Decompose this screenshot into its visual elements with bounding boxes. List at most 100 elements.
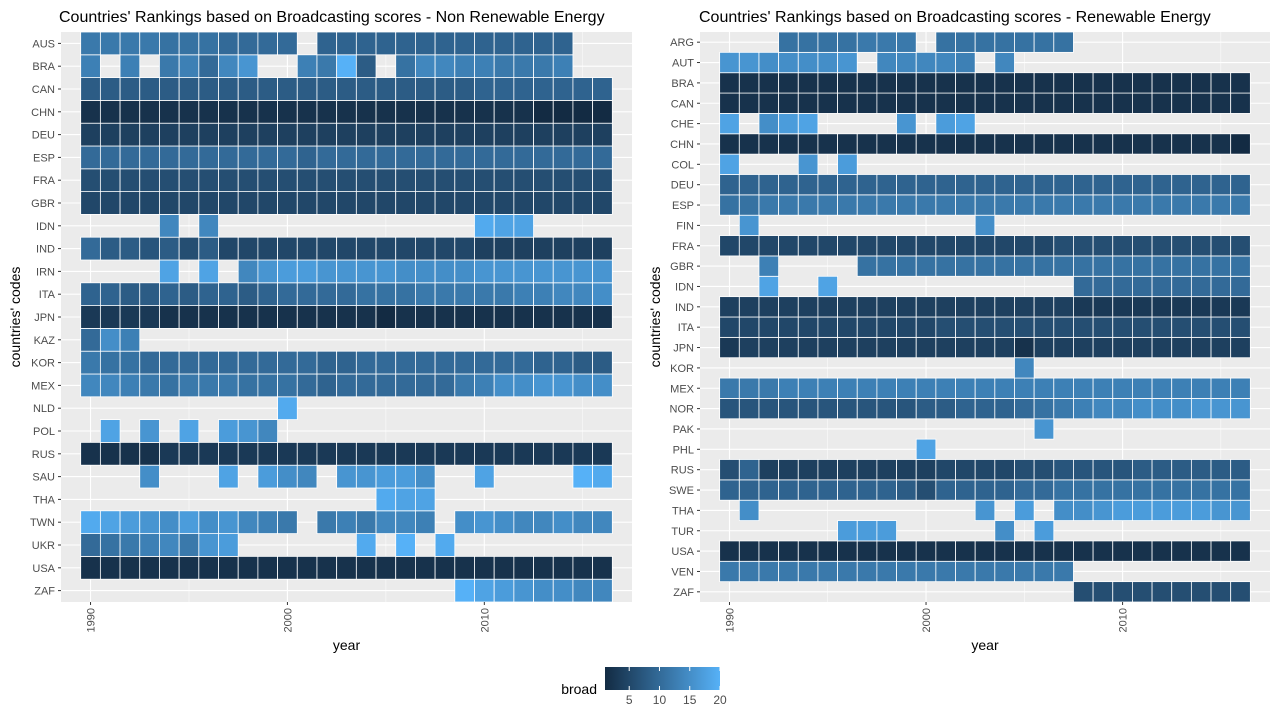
tile-jpn-1998 (876, 336, 897, 359)
tile-ind-1999 (896, 296, 917, 318)
tile-fra-1991 (738, 235, 760, 257)
tile-twn-2014 (552, 510, 574, 534)
tile-fra-2009 (454, 168, 475, 193)
tile-ita-1996 (198, 282, 219, 306)
tile-rus-1992 (758, 459, 780, 481)
tile-idn-2011 (1132, 275, 1153, 298)
tile-bra-2014 (552, 54, 574, 78)
tile-ita-1992 (119, 282, 141, 306)
tile-esp-1991 (738, 194, 760, 216)
tile-usa-2001 (296, 556, 318, 580)
tile-aus-2014 (552, 31, 574, 56)
tile-bra-2006 (1033, 72, 1055, 94)
tile-zaf-2016 (592, 578, 613, 603)
tile-nor-1991 (738, 398, 760, 420)
tile-deu-2000 (915, 174, 937, 196)
tile-chn-1993 (139, 100, 160, 124)
tile-chn-2006 (395, 100, 416, 124)
tile-ita-2008 (434, 282, 456, 306)
tile-swe-1997 (856, 479, 878, 501)
tile-deu-2008 (434, 122, 456, 147)
y-tick-label-ukr: UKR (32, 540, 55, 552)
tile-jpn-2002 (955, 336, 976, 359)
tile-aus-2013 (533, 31, 554, 56)
tile-ita-2000 (915, 316, 937, 338)
tile-fra-1992 (758, 235, 780, 257)
tile-ven-2000 (915, 560, 937, 583)
tile-jpn-2005 (1014, 336, 1035, 359)
tile-esp-2006 (1033, 194, 1055, 216)
tile-esp-1994 (797, 194, 819, 216)
tile-ind-1998 (237, 236, 259, 261)
tile-tha-2003 (974, 499, 996, 521)
tile-can-1995 (178, 77, 200, 101)
tile-aus-1994 (159, 31, 180, 56)
tile-deu-1995 (178, 122, 200, 147)
tile-jpn-1998 (237, 305, 259, 329)
tile-bra-1994 (159, 54, 180, 78)
tile-twn-2000 (277, 510, 298, 534)
tile-can-2011 (493, 77, 515, 101)
tile-can-2014 (1190, 92, 1212, 114)
y-tick-label-can: CAN (32, 84, 55, 96)
tile-aus-1995 (178, 31, 200, 56)
tile-jpn-1999 (896, 336, 917, 359)
tile-jpn-2001 (935, 336, 956, 359)
tile-deu-1998 (237, 122, 259, 147)
tile-can-1992 (758, 92, 780, 114)
tile-che-1993 (778, 113, 799, 135)
tile-rus-2008 (1073, 459, 1094, 481)
tile-fra-2013 (533, 168, 554, 193)
legend-title: broad (561, 681, 597, 697)
tile-usa-1995 (817, 540, 838, 562)
tile-ita-1993 (139, 282, 160, 306)
tile-ind-1993 (139, 236, 160, 261)
tile-bra-2011 (493, 54, 515, 78)
tile-ind-2011 (1132, 296, 1153, 318)
tile-jpn-1995 (817, 336, 838, 359)
y-tick-label-nld: NLD (33, 403, 55, 415)
tile-can-2001 (296, 77, 318, 101)
tile-twn-2002 (316, 510, 338, 534)
tile-ind-1997 (218, 236, 239, 261)
tile-esp-2016 (592, 145, 613, 170)
tile-twn-2013 (533, 510, 554, 534)
tile-usa-2002 (316, 556, 338, 580)
tile-arg-2001 (935, 31, 956, 53)
tile-sau-2005 (375, 464, 397, 489)
tile-pak-2006 (1033, 418, 1055, 440)
tile-mex-2008 (1073, 377, 1094, 399)
tile-usa-1994 (797, 540, 819, 562)
tile-nor-2008 (1073, 398, 1094, 420)
tile-deu-2000 (277, 122, 298, 147)
tile-gbr-1992 (758, 255, 780, 277)
tile-aus-2011 (493, 31, 515, 56)
tile-usa-1991 (738, 540, 760, 562)
tile-swe-2007 (1053, 479, 1074, 501)
y-tick-label-bra: BRA (32, 61, 55, 73)
tile-chn-2008 (434, 100, 456, 124)
tile-deu-2009 (1092, 174, 1114, 196)
tile-ita-2002 (316, 282, 338, 306)
tile-fra-2008 (1073, 235, 1094, 257)
tile-kaz-1990 (80, 327, 101, 352)
tile-bra-2004 (994, 72, 1015, 94)
tile-usa-2002 (955, 540, 976, 562)
tile-can-2000 (277, 77, 298, 101)
tile-can-2013 (533, 77, 554, 101)
tile-ita-2012 (1151, 316, 1173, 338)
tile-esp-1991 (99, 145, 121, 170)
tile-usa-2004 (355, 556, 377, 580)
tile-bra-2003 (974, 72, 996, 94)
tile-aut-2001 (935, 51, 956, 74)
tile-ita-1997 (218, 282, 239, 306)
tile-fra-2003 (336, 168, 357, 193)
tile-chn-1992 (119, 100, 141, 124)
tile-deu-1997 (218, 122, 239, 147)
tile-tha-2005 (375, 487, 397, 512)
tile-gbr-2013 (533, 191, 554, 215)
tile-twn-1990 (80, 510, 101, 534)
y-tick-label-pol: POL (33, 426, 55, 438)
tile-chn-1999 (257, 100, 278, 124)
tile-kor-2006 (395, 350, 416, 375)
